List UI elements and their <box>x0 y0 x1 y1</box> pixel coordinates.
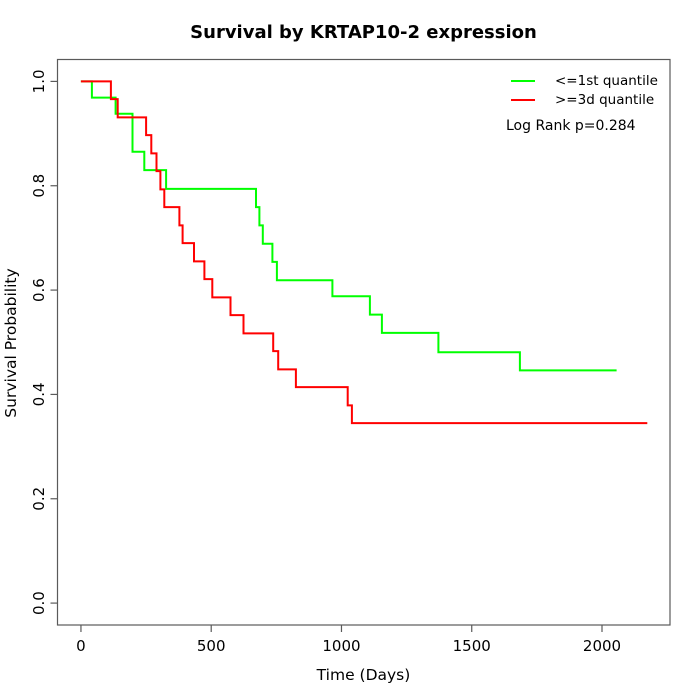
legend-item-first-quantile: <=1st quantile <box>511 71 658 90</box>
survival-curve-third-quantile <box>80 80 648 425</box>
x-tick-label: 500 <box>197 637 226 655</box>
x-tick-label: 2000 <box>583 637 621 655</box>
legend-item-third-quantile: >=3d quantile <box>511 90 658 109</box>
y-tick-label: 0.6 <box>30 278 48 302</box>
green-line-swatch <box>511 79 535 82</box>
x-tick-label: 1000 <box>322 637 360 655</box>
survival-curve-first-quantile <box>80 80 617 372</box>
x-axis-title: Time (Days) <box>316 666 411 684</box>
y-tick-label: 1.0 <box>30 69 48 93</box>
red-line-swatch <box>511 98 535 101</box>
y-tick-label: 0.8 <box>30 174 48 198</box>
plot-title: Survival by KRTAP10-2 expression <box>190 22 537 43</box>
legend-label-third-quantile: >=3d quantile <box>555 91 655 108</box>
y-axis-title: Survival Probability <box>2 268 20 418</box>
y-tick-label: 0.0 <box>30 591 48 615</box>
legend: <=1st quantile >=3d quantile <box>511 71 658 109</box>
log-rank-annotation: Log Rank p=0.284 <box>506 118 636 134</box>
x-tick-label: 0 <box>76 637 86 655</box>
x-tick-label: 1500 <box>453 637 491 655</box>
y-tick-label: 0.2 <box>30 487 48 511</box>
legend-label-first-quantile: <=1st quantile <box>555 72 658 89</box>
plot-box <box>56 58 671 626</box>
y-tick-label: 0.4 <box>30 382 48 406</box>
